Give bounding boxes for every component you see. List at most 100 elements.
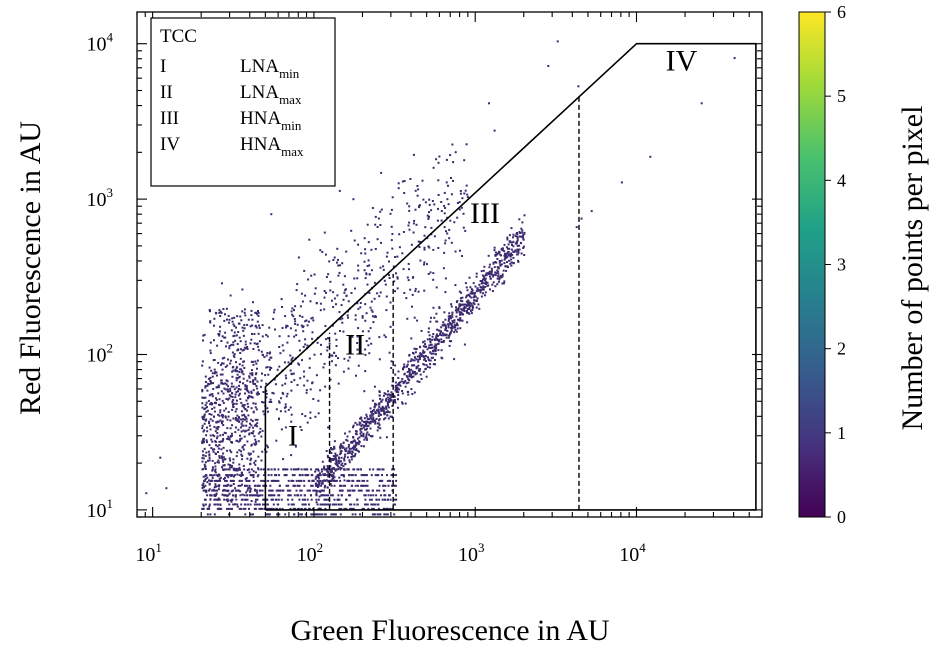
data-point <box>248 486 251 489</box>
data-point <box>443 191 446 194</box>
data-point <box>230 466 233 469</box>
data-point <box>237 388 240 390</box>
data-point <box>428 203 431 206</box>
data-point <box>221 282 223 285</box>
data-point <box>315 482 318 485</box>
data-point <box>238 376 241 379</box>
data-point <box>521 229 524 232</box>
data-point <box>236 489 239 492</box>
data-point <box>234 489 237 492</box>
data-point <box>311 331 314 334</box>
data-point <box>384 336 387 339</box>
data-point <box>269 398 272 401</box>
data-point <box>284 382 287 385</box>
data-point <box>253 503 256 506</box>
data-point <box>306 379 309 382</box>
data-point <box>415 348 418 350</box>
data-point <box>468 306 471 309</box>
data-point <box>485 272 488 275</box>
y-axis-title: Red Fluorescence in AU <box>14 121 47 415</box>
data-point <box>357 307 360 310</box>
data-point <box>394 386 397 389</box>
data-point <box>258 503 261 506</box>
data-point <box>388 274 390 277</box>
data-point <box>378 507 380 510</box>
data-point <box>330 484 333 487</box>
data-point <box>230 392 233 395</box>
data-point <box>434 343 437 346</box>
data-point <box>257 474 260 477</box>
data-point <box>339 330 341 332</box>
data-point <box>363 237 366 240</box>
data-point <box>380 413 382 416</box>
data-point <box>209 494 212 497</box>
data-point <box>351 455 354 458</box>
data-point <box>301 359 303 362</box>
data-point <box>403 363 406 366</box>
data-point <box>280 428 283 431</box>
data-point <box>265 354 268 357</box>
data-point <box>409 178 412 180</box>
data-point <box>336 461 339 464</box>
data-point <box>241 349 244 352</box>
data-point <box>300 494 303 497</box>
data-point <box>358 479 361 482</box>
data-point <box>316 474 319 477</box>
data-point <box>203 408 206 411</box>
data-point <box>354 432 357 435</box>
data-point <box>453 321 456 324</box>
data-point <box>208 505 211 508</box>
data-point <box>239 357 242 360</box>
data-point <box>222 362 225 365</box>
data-point <box>505 246 508 249</box>
data-point <box>459 313 462 315</box>
legend-box <box>150 17 336 187</box>
data-point <box>389 415 392 418</box>
data-point <box>370 309 373 312</box>
data-point <box>356 449 359 452</box>
data-point <box>272 503 275 506</box>
data-point <box>433 338 436 341</box>
data-point <box>386 401 389 404</box>
data-point <box>363 484 366 487</box>
data-point <box>202 475 205 478</box>
data-point <box>354 314 357 317</box>
y-tick-label: 103 <box>87 185 114 211</box>
data-point <box>401 377 404 380</box>
data-point <box>240 479 243 482</box>
data-point <box>256 475 259 478</box>
data-point <box>201 388 204 391</box>
data-point <box>489 277 492 280</box>
data-point <box>511 244 513 246</box>
data-point <box>339 264 341 267</box>
data-point <box>229 466 232 469</box>
data-point <box>254 377 257 380</box>
data-point <box>413 391 416 394</box>
data-point <box>504 265 507 268</box>
data-point <box>493 249 496 252</box>
data-point <box>364 353 367 356</box>
data-point <box>305 391 308 394</box>
data-point <box>343 475 345 478</box>
data-point <box>451 315 454 318</box>
data-point <box>304 338 307 341</box>
data-point <box>262 503 264 506</box>
data-point <box>516 253 518 256</box>
data-point <box>270 474 273 477</box>
data-point <box>212 488 215 491</box>
data-point <box>522 233 525 236</box>
data-point <box>284 410 287 413</box>
data-point <box>236 373 239 376</box>
data-point <box>317 412 320 415</box>
data-point <box>261 429 264 432</box>
data-point <box>215 453 217 455</box>
data-point <box>371 503 374 506</box>
data-point <box>309 417 312 420</box>
data-point <box>258 392 260 395</box>
data-point <box>367 494 370 497</box>
data-point <box>241 414 244 417</box>
data-point <box>325 479 328 482</box>
data-point <box>239 315 242 318</box>
data-point <box>337 274 340 277</box>
data-point <box>368 273 371 276</box>
